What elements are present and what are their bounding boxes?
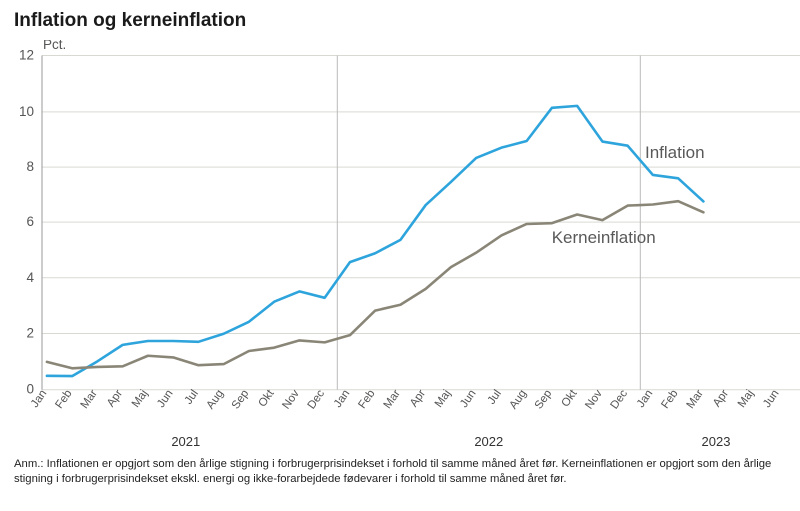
svg-text:Maj: Maj bbox=[130, 388, 150, 410]
svg-text:Apr: Apr bbox=[711, 388, 731, 410]
svg-text:2023: 2023 bbox=[702, 434, 731, 449]
svg-text:Inflation: Inflation bbox=[645, 143, 705, 162]
svg-text:10: 10 bbox=[19, 104, 34, 119]
svg-text:Maj: Maj bbox=[433, 388, 453, 410]
svg-text:4: 4 bbox=[26, 270, 34, 285]
svg-text:Apr: Apr bbox=[105, 388, 125, 410]
svg-text:Aug: Aug bbox=[205, 388, 227, 412]
svg-text:Dec: Dec bbox=[306, 388, 328, 412]
svg-text:Jan: Jan bbox=[635, 388, 655, 410]
svg-text:Jul: Jul bbox=[183, 388, 201, 407]
svg-text:Maj: Maj bbox=[736, 388, 756, 410]
svg-text:Jun: Jun bbox=[761, 388, 781, 410]
svg-text:Pct.: Pct. bbox=[43, 40, 66, 52]
svg-text:Mar: Mar bbox=[79, 388, 100, 411]
svg-text:Okt: Okt bbox=[560, 387, 581, 409]
svg-text:Jun: Jun bbox=[155, 388, 175, 410]
svg-text:Aug: Aug bbox=[508, 388, 530, 412]
svg-text:Feb: Feb bbox=[659, 388, 680, 411]
svg-text:Apr: Apr bbox=[408, 388, 428, 410]
svg-text:Mar: Mar bbox=[685, 388, 706, 411]
svg-text:Jun: Jun bbox=[458, 388, 478, 410]
svg-text:Feb: Feb bbox=[356, 388, 377, 411]
svg-text:Kerneinflation: Kerneinflation bbox=[552, 228, 656, 247]
svg-text:2022: 2022 bbox=[474, 434, 503, 449]
svg-text:Okt: Okt bbox=[257, 387, 278, 409]
svg-text:Nov: Nov bbox=[583, 388, 605, 412]
svg-text:2021: 2021 bbox=[171, 434, 200, 449]
svg-text:0: 0 bbox=[26, 382, 34, 397]
svg-text:Nov: Nov bbox=[280, 388, 302, 412]
svg-text:Feb: Feb bbox=[53, 388, 74, 411]
svg-text:8: 8 bbox=[26, 159, 34, 174]
svg-text:Jul: Jul bbox=[486, 388, 504, 407]
svg-text:Mar: Mar bbox=[382, 388, 403, 411]
svg-text:2: 2 bbox=[26, 326, 34, 341]
svg-text:Jan: Jan bbox=[332, 388, 352, 410]
svg-text:Sep: Sep bbox=[230, 388, 252, 412]
svg-text:12: 12 bbox=[19, 48, 34, 63]
svg-text:6: 6 bbox=[26, 214, 34, 229]
svg-text:Dec: Dec bbox=[609, 388, 631, 412]
svg-text:Sep: Sep bbox=[533, 388, 555, 412]
